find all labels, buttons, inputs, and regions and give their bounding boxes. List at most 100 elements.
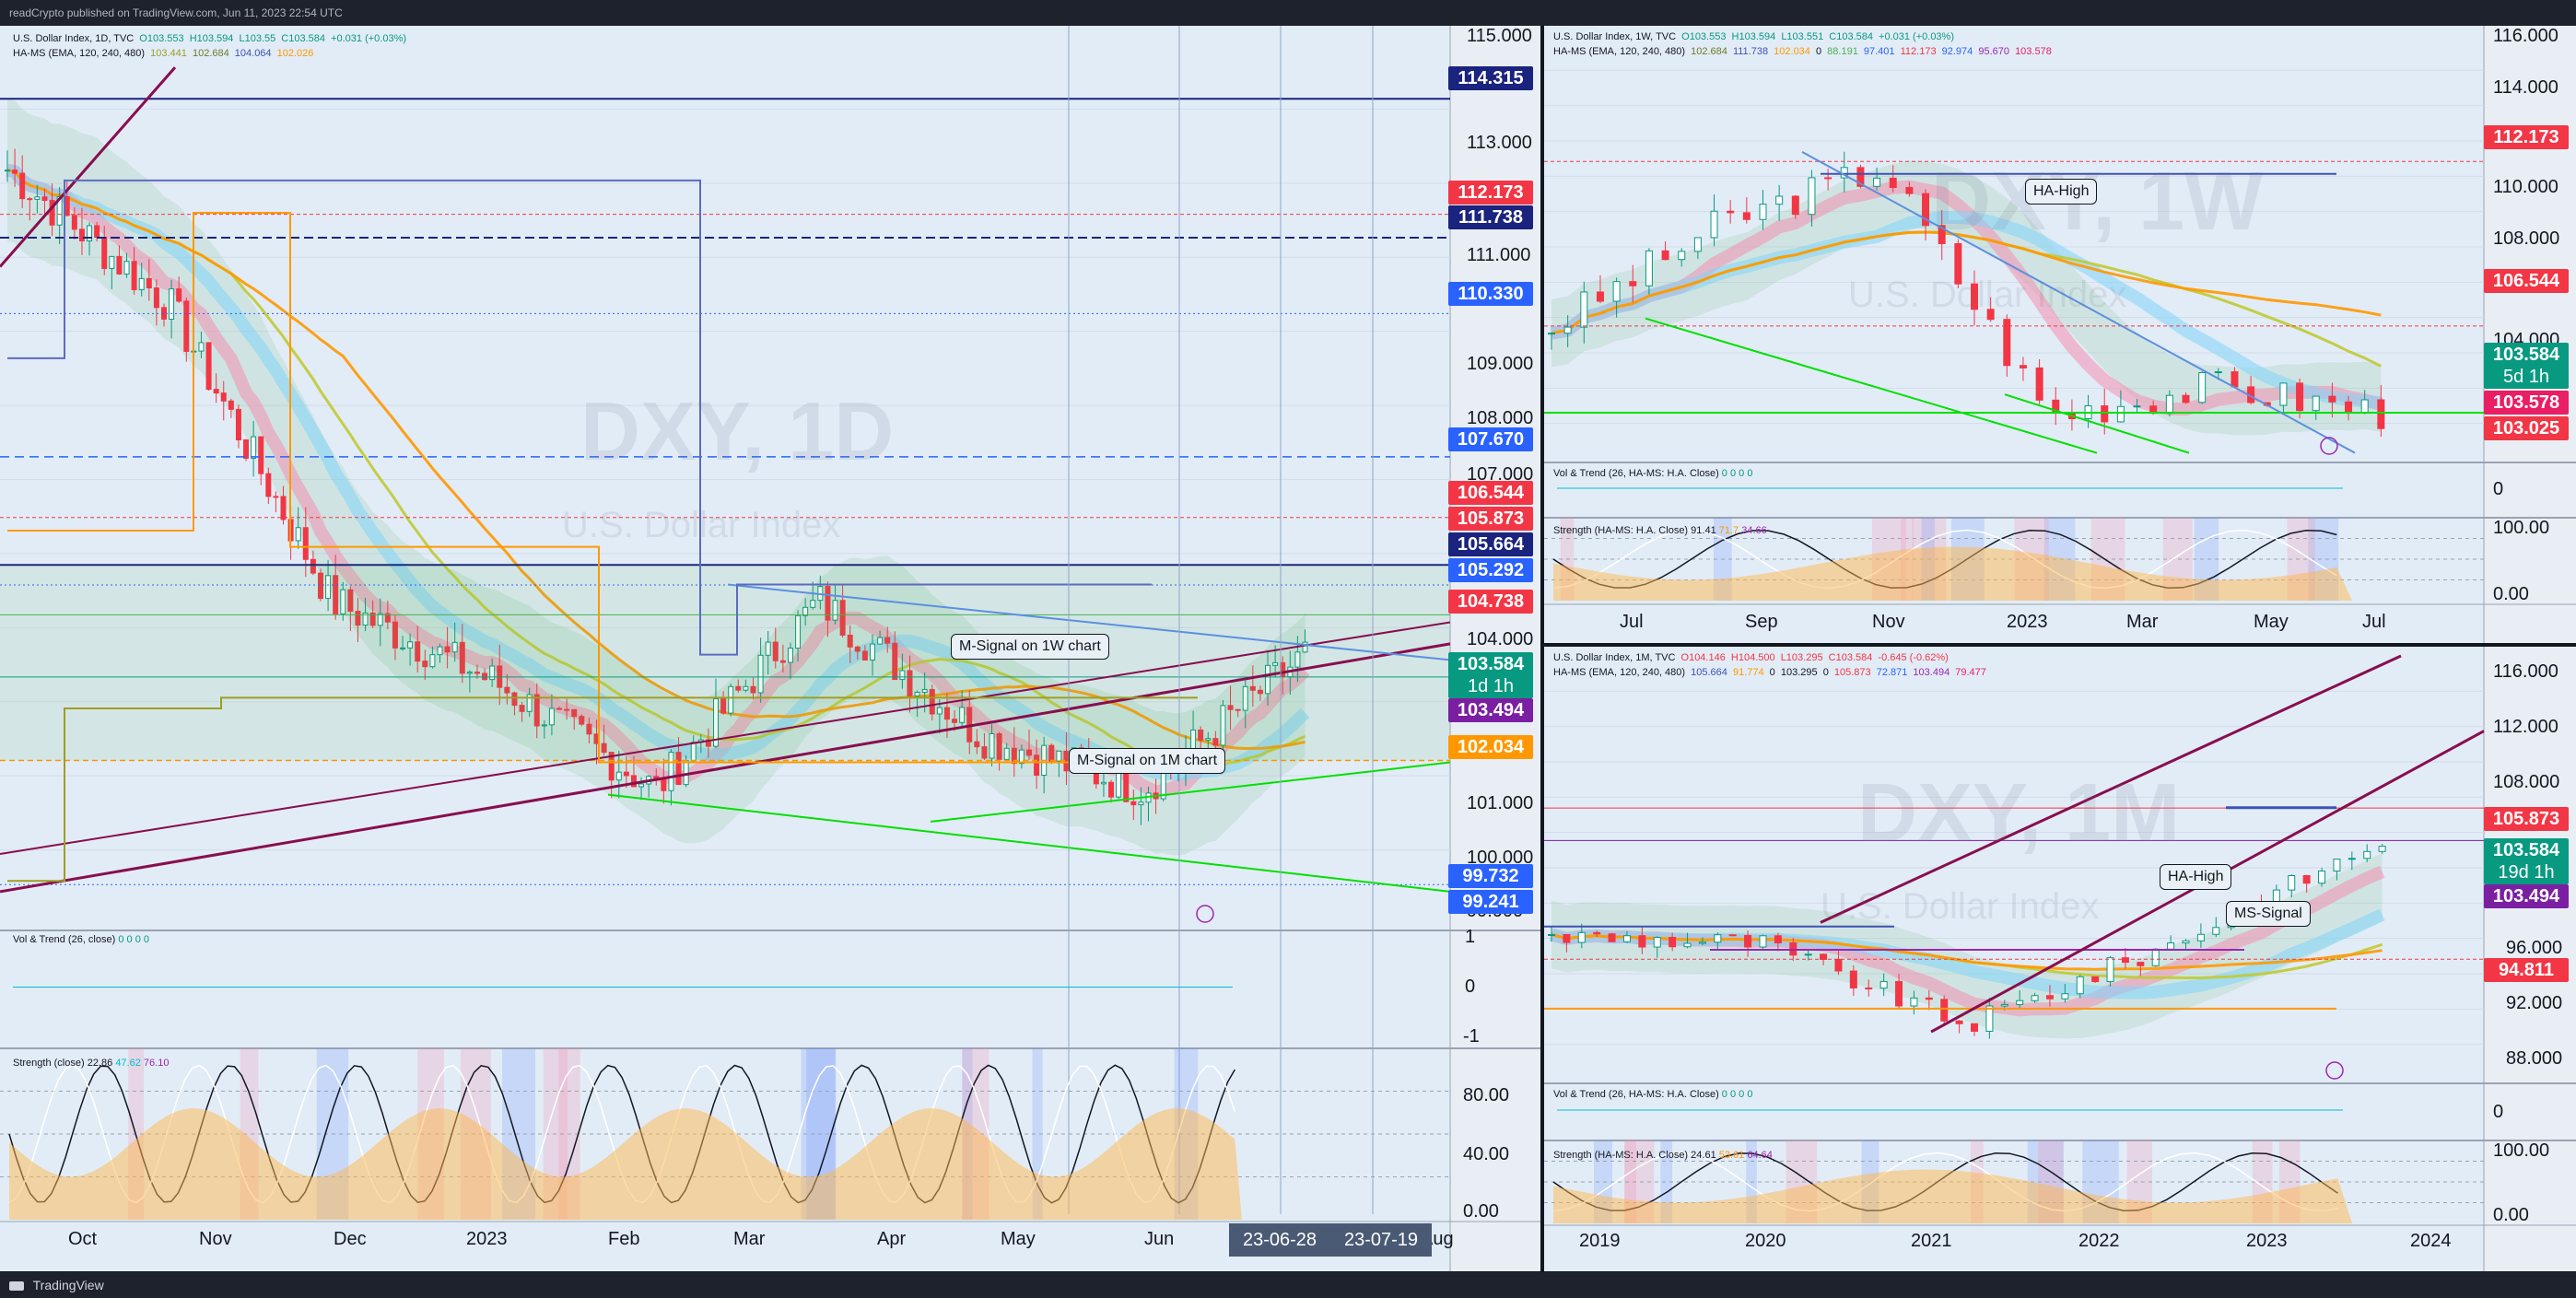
daily-chart-svg[interactable] [0, 26, 1540, 1271]
candle [422, 661, 428, 668]
candle [2121, 957, 2129, 964]
weekly-chart-svg[interactable] [1544, 26, 2576, 643]
callout-ha-high-monthly[interactable]: HA-High [2160, 864, 2232, 890]
daily-price-label-102034[interactable]: 102.034 [1448, 735, 1533, 759]
weekly-legend-symbol[interactable]: U.S. Dollar Index, 1W, TVC O103.553 H103… [1553, 31, 1954, 42]
candle [861, 650, 868, 661]
weekly-vol-label[interactable]: Vol & Trend (26, HA-MS: H.A. Close) 0 0 … [1553, 468, 1752, 479]
monthly-chart-panel[interactable]: DXY, 1M U.S. Dollar Index U.S. Dollar In… [1544, 647, 2576, 1271]
daily-price-label-112173[interactable]: 112.173 [1448, 181, 1533, 205]
candle [2016, 1000, 2024, 1005]
panel-divider-vertical[interactable] [1540, 26, 1544, 1272]
legend-close: C103.584 [1829, 31, 1873, 42]
legend-open: O104.146 [1680, 652, 1726, 663]
daily-strength-tick: 80.00 [1463, 1085, 1510, 1105]
daily-price-label-107670[interactable]: 107.670 [1448, 427, 1533, 451]
daily-price-label-105292[interactable]: 105.292 [1448, 558, 1533, 582]
candle [1683, 942, 1692, 948]
legend-ind-v4: 102.026 [276, 48, 314, 59]
candle [2101, 405, 2109, 423]
candle [1971, 1023, 1978, 1032]
daily-legend-indicator[interactable]: HA-MS (EMA, 120, 240, 480) 103.441 102.6… [13, 48, 313, 59]
candle [2360, 399, 2369, 414]
daily-price-label-105664[interactable]: 105.664 [1448, 532, 1533, 556]
daily-price-label-current[interactable]: 103.584 [1448, 652, 1533, 676]
trendline-maroon [0, 66, 177, 268]
step-line-blue [7, 179, 1152, 656]
date-box-1[interactable]: 23-06-28 [1229, 1223, 1330, 1257]
weekly-price-label-current[interactable]: 103.584 [2484, 343, 2569, 367]
daily-price-label-99732[interactable]: 99.732 [1448, 864, 1533, 888]
candle [362, 612, 369, 626]
daily-y-tick: 111.000 [1467, 245, 1531, 265]
strength-oscillator-line [1552, 1152, 2338, 1212]
candle [1820, 953, 1828, 960]
daily-price-label-105873[interactable]: 105.873 [1448, 507, 1533, 531]
callout-msignal-1m[interactable]: M-Signal on 1M chart [1069, 748, 1226, 774]
weekly-price-label-106544[interactable]: 106.544 [2484, 269, 2569, 293]
candle [310, 558, 316, 574]
candle [825, 585, 831, 621]
daily-vol-label[interactable]: Vol & Trend (26, close) 0 0 0 0 [13, 934, 149, 945]
daily-price-label-99241[interactable]: 99.241 [1448, 890, 1533, 914]
strength-v2: 47.62 [115, 1058, 141, 1069]
strength-label-text: Strength (close) [13, 1058, 85, 1069]
monthly-legend-indicator[interactable]: HA-MS (EMA, 120, 240, 480) 105.664 91.77… [1553, 667, 1986, 678]
daily-price-label-110330[interactable]: 110.330 [1448, 282, 1533, 306]
monthly-price-label-103494[interactable]: 103.494 [2484, 884, 2569, 908]
daily-x-tick: Oct [68, 1229, 98, 1249]
candle [451, 641, 458, 653]
daily-price-label-103494[interactable]: 103.494 [1448, 698, 1533, 722]
daily-price-label-111738[interactable]: 111.738 [1448, 205, 1533, 229]
monthly-vol-tick: 0 [2493, 1102, 2504, 1122]
callout-ms-signal-monthly[interactable]: MS-Signal [2226, 901, 2311, 927]
legend-ind-v5: 0 [1822, 667, 1829, 678]
legend-ind-v2: 111.738 [1732, 46, 1769, 57]
daily-x-tick: Jun [1144, 1229, 1175, 1249]
weekly-price-label-112173[interactable]: 112.173 [2484, 125, 2569, 149]
daily-price-label-104738[interactable]: 104.738 [1448, 590, 1533, 614]
weekly-price-label-103025[interactable]: 103.025 [2484, 416, 2569, 440]
daily-chart-panel[interactable]: DXY, 1D U.S. Dollar Index U.S. Dollar In… [0, 26, 1540, 1271]
candle [459, 641, 465, 674]
monthly-chart-svg[interactable] [1544, 647, 2576, 1271]
daily-strength-label[interactable]: Strength (close) 22.86 47.62 76.10 [13, 1058, 169, 1069]
candle [1940, 999, 1949, 1022]
daily-legend-symbol[interactable]: U.S. Dollar Index, 1D, TVC O103.553 H103… [13, 33, 406, 44]
daily-price-label-106544[interactable]: 106.544 [1448, 481, 1533, 505]
legend-close: C103.584 [281, 33, 326, 44]
callout-msignal-1w[interactable]: M-Signal on 1W chart [951, 634, 1109, 660]
monthly-price-label-current[interactable]: 103.584 [2484, 838, 2569, 862]
candle [369, 612, 376, 626]
weekly-price-label-103578[interactable]: 103.578 [2484, 391, 2569, 415]
step-line-orange [7, 212, 1198, 764]
weekly-chart-panel[interactable]: DXY, 1W U.S. Dollar Index U.S. Dollar In… [1544, 26, 2576, 643]
candle [802, 606, 809, 616]
weekly-strength-label[interactable]: Strength (HA-MS: H.A. Close) 91.41 71.7 … [1553, 525, 1767, 536]
candle [601, 743, 607, 754]
monthly-strength-label[interactable]: Strength (HA-MS: H.A. Close) 24.61 53.61… [1553, 1150, 1773, 1161]
candle [571, 708, 578, 718]
daily-x-tick: 2023 [466, 1229, 508, 1249]
candle [1954, 242, 1962, 285]
daily-x-tick: Nov [199, 1229, 232, 1249]
monthly-vol-label[interactable]: Vol & Trend (26, HA-MS: H.A. Close) 0 0 … [1553, 1089, 1752, 1100]
candle [2045, 995, 2054, 1000]
candle [1580, 291, 1588, 328]
monthly-legend-symbol[interactable]: U.S. Dollar Index, 1M, TVC O104.146 H104… [1553, 652, 1949, 663]
legend-ind-v6: 105.873 [1833, 667, 1871, 678]
candle [548, 707, 555, 726]
daily-price-label-114315[interactable]: 114.315 [1448, 66, 1533, 90]
candle [1608, 933, 1616, 942]
footer-brand[interactable]: TradingView [32, 1278, 104, 1292]
panel-divider-horizontal[interactable] [1544, 643, 2576, 647]
legend-indicator-name: HA-MS (EMA, 120, 240, 480) [13, 48, 146, 59]
strength-area [1553, 546, 2352, 601]
tradingview-logo-icon[interactable] [9, 1281, 24, 1292]
monthly-price-label-105873[interactable]: 105.873 [2484, 807, 2569, 831]
monthly-y-tick: 92.000 [2506, 993, 2563, 1013]
date-box-2[interactable]: 23-07-19 [1330, 1223, 1432, 1257]
callout-ha-high-weekly[interactable]: HA-High [2025, 179, 2098, 205]
weekly-legend-indicator[interactable]: HA-MS (EMA, 120, 240, 480) 102.684 111.7… [1553, 46, 2052, 57]
monthly-price-label-94811[interactable]: 94.811 [2484, 958, 2569, 982]
